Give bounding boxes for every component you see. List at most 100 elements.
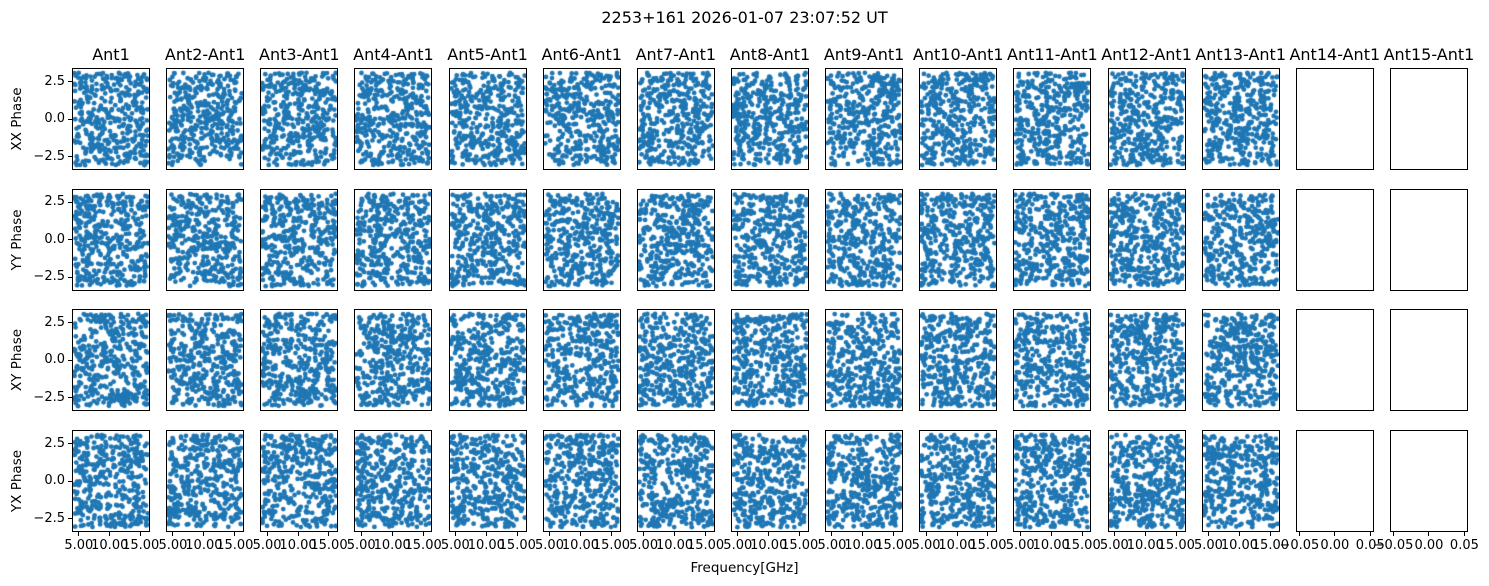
x-tick-label: 5.00 xyxy=(64,538,94,553)
x-tick-mark xyxy=(987,532,989,536)
scatter-points xyxy=(261,310,338,411)
scatter-points xyxy=(73,189,149,290)
x-tick-mark xyxy=(328,532,330,536)
x-tick-mark xyxy=(234,532,236,536)
x-tick-label: −0.05 xyxy=(1279,538,1320,553)
scatter-points xyxy=(826,189,903,290)
column-title: Ant11-Ant1 xyxy=(1007,45,1098,64)
subplot-panel xyxy=(448,309,527,412)
y-tick-mark xyxy=(68,239,72,241)
scatter-points xyxy=(449,189,526,290)
y-tick-label: 0.0 xyxy=(44,352,65,368)
subplot-panel xyxy=(636,430,715,532)
x-tick-mark xyxy=(768,532,770,536)
column-title: Ant7-Ant1 xyxy=(635,45,717,64)
subplot-panel xyxy=(1389,68,1468,170)
subplot-panel xyxy=(166,430,245,532)
column-title: Ant8-Ant1 xyxy=(729,45,811,64)
scatter-points xyxy=(637,310,714,411)
x-tick-label: 0.00 xyxy=(1320,538,1350,553)
scatter-points xyxy=(167,189,244,290)
y-tick-mark xyxy=(68,322,72,324)
subplot-panel xyxy=(260,188,339,291)
subplot-panel xyxy=(1295,430,1374,532)
scatter-points xyxy=(1202,431,1279,531)
subplot-panel xyxy=(1201,430,1280,532)
subplot-panel xyxy=(919,309,998,412)
subplot-panel xyxy=(825,68,904,170)
x-tick-label: 5.00 xyxy=(1099,538,1129,553)
x-tick-mark xyxy=(1019,532,1021,536)
x-tick-mark xyxy=(1144,532,1146,536)
scatter-points xyxy=(543,189,620,290)
x-tick-label: 5.00 xyxy=(723,538,753,553)
y-tick-mark xyxy=(68,276,72,278)
x-tick-label: 5.00 xyxy=(1005,538,1035,553)
scatter-points xyxy=(1014,69,1091,169)
x-tick-mark xyxy=(1463,532,1465,536)
x-tick-label: 10.00 xyxy=(938,538,976,553)
subplot-panel xyxy=(919,430,998,532)
scatter-points xyxy=(355,310,432,411)
y-tick-label: 2.5 xyxy=(44,435,65,451)
x-tick-mark xyxy=(1050,532,1052,536)
subplot-panel xyxy=(825,430,904,532)
column-title: Ant9-Ant1 xyxy=(823,45,905,64)
x-tick-mark xyxy=(956,532,958,536)
scatter-points xyxy=(1202,189,1279,290)
scatter-points xyxy=(920,69,997,169)
subplot-panel xyxy=(448,68,527,170)
x-tick-mark xyxy=(1238,532,1240,536)
x-tick-label: 10.00 xyxy=(1220,538,1259,553)
x-tick-mark xyxy=(1207,532,1209,536)
x-tick-mark xyxy=(1393,532,1394,536)
scatter-points xyxy=(167,310,244,411)
x-tick-label: 15.00 xyxy=(122,538,160,553)
x-tick-mark xyxy=(1298,532,1300,536)
scatter-points xyxy=(543,69,620,169)
x-tick-label: 15.00 xyxy=(310,538,348,553)
subplot-panel xyxy=(730,68,809,170)
x-axis-label: Frequency[GHz] xyxy=(690,560,799,576)
x-tick-label: 5.00 xyxy=(346,538,376,553)
y-tick-mark xyxy=(68,480,72,482)
x-tick-label: 0.05 xyxy=(1449,538,1479,553)
subplot-panel xyxy=(72,309,150,412)
x-tick-label: 10.00 xyxy=(655,538,694,553)
subplot-panel xyxy=(825,309,904,412)
subplot-panel xyxy=(919,188,998,291)
x-tick-mark xyxy=(360,532,362,536)
subplot-panel xyxy=(636,309,715,412)
x-tick-mark xyxy=(391,532,393,536)
scatter-points xyxy=(261,69,338,169)
x-tick-mark xyxy=(1175,532,1177,536)
column-title: Ant14-Ant1 xyxy=(1289,45,1381,64)
y-tick-mark xyxy=(68,443,72,444)
x-tick-label: 15.00 xyxy=(498,538,536,553)
x-tick-mark xyxy=(1269,532,1271,536)
y-tick-mark xyxy=(68,359,72,361)
y-tick-label: −2.5 xyxy=(33,389,65,405)
column-title: Ant3-Ant1 xyxy=(259,45,340,64)
scatter-points xyxy=(1202,69,1279,169)
x-tick-label: 15.00 xyxy=(404,538,442,553)
y-tick-label: −2.5 xyxy=(33,148,65,164)
x-tick-label: 15.00 xyxy=(969,538,1007,553)
x-tick-mark xyxy=(454,532,456,536)
x-tick-mark xyxy=(203,532,205,536)
x-tick-label: 10.00 xyxy=(467,538,505,553)
x-tick-label: 5.00 xyxy=(535,538,564,553)
x-tick-label: 10.00 xyxy=(561,538,600,553)
column-title: Ant2-Ant1 xyxy=(164,45,246,64)
x-tick-mark xyxy=(1369,532,1371,536)
scatter-points xyxy=(73,431,149,531)
scatter-points xyxy=(920,310,997,411)
column-title: Ant15-Ant1 xyxy=(1383,45,1475,64)
subplot-panel xyxy=(1389,430,1468,532)
y-tick-mark xyxy=(68,201,72,203)
subplot-panel xyxy=(166,309,245,412)
y-tick-mark xyxy=(68,81,72,82)
x-tick-label: 15.00 xyxy=(216,538,254,553)
